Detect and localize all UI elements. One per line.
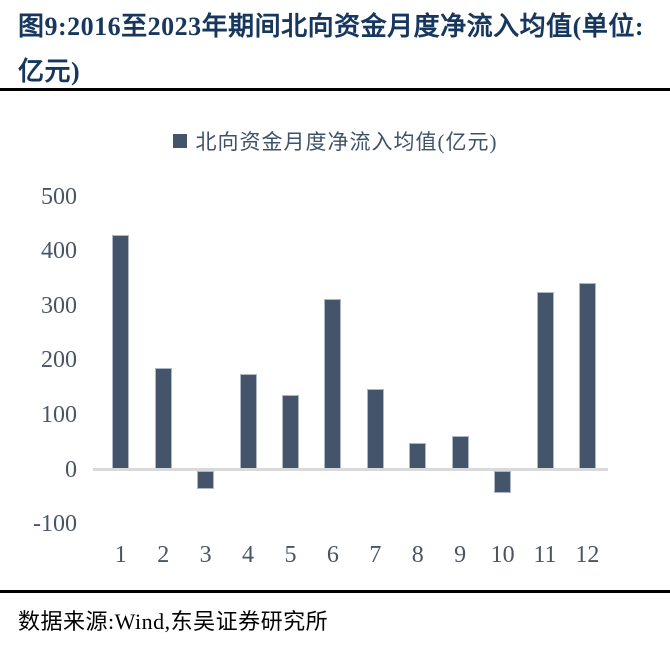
bar bbox=[494, 470, 512, 494]
x-tick-label: 11 bbox=[533, 542, 557, 568]
x-tick-label: 7 bbox=[369, 542, 382, 568]
bar bbox=[197, 470, 215, 489]
x-tick-label: 2 bbox=[157, 542, 170, 568]
y-tick-label: 0 bbox=[65, 456, 77, 483]
chart-legend: 北向资金月度净流入均值(亿元) bbox=[0, 126, 670, 156]
y-tick-label: 100 bbox=[41, 401, 77, 428]
x-tick-label: 10 bbox=[490, 542, 515, 568]
x-tick-label: 9 bbox=[454, 542, 467, 568]
x-tick-label: 5 bbox=[284, 542, 297, 568]
bar bbox=[536, 292, 554, 472]
y-tick-label: 300 bbox=[41, 292, 77, 319]
y-tick-label: 400 bbox=[41, 238, 77, 265]
bar bbox=[239, 373, 257, 472]
bar bbox=[281, 395, 299, 472]
bottom-divider bbox=[0, 590, 670, 593]
x-axis-line bbox=[93, 468, 608, 471]
bar bbox=[112, 234, 130, 472]
legend-label: 北向资金月度净流入均值(亿元) bbox=[195, 130, 498, 154]
figure-title: 图9:2016至2023年期间北向资金月度净流入均值(单位:亿元) bbox=[18, 12, 644, 86]
x-tick-label: 3 bbox=[199, 542, 212, 568]
bar bbox=[154, 367, 172, 472]
x-tick-label: 8 bbox=[411, 542, 424, 568]
x-tick-label: 6 bbox=[326, 542, 339, 568]
x-tick-label: 4 bbox=[242, 542, 255, 568]
bar bbox=[578, 283, 596, 472]
y-tick-label: -100 bbox=[33, 511, 77, 538]
bar bbox=[324, 299, 342, 472]
x-tick-label: 12 bbox=[575, 542, 600, 568]
bar bbox=[366, 388, 384, 472]
y-tick-label: 200 bbox=[41, 347, 77, 374]
bar bbox=[451, 435, 469, 472]
y-tick-label: 500 bbox=[41, 183, 77, 210]
data-source: 数据来源:Wind,东吴证券研究所 bbox=[18, 609, 329, 634]
legend-square-icon bbox=[172, 134, 187, 148]
top-divider bbox=[0, 88, 670, 91]
x-tick-label: 1 bbox=[114, 542, 127, 568]
